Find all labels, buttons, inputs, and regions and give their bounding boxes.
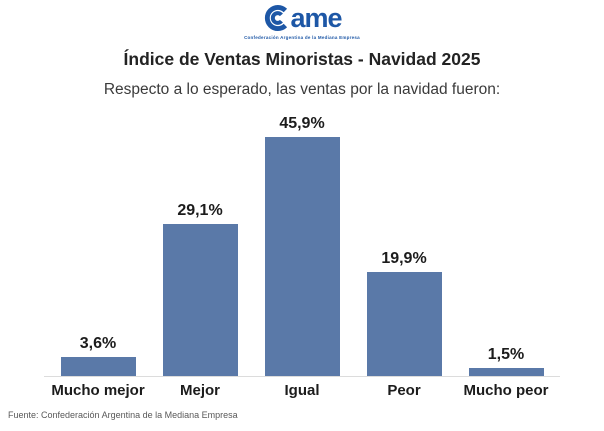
came-logo-tagline: Confederación Argentina de la Mediana Em… <box>244 35 360 40</box>
bar <box>264 137 340 376</box>
category-label: Mucho peor <box>463 382 549 399</box>
bar-value-label: 3,6% <box>79 335 117 352</box>
bar-column-2: 45,9% <box>251 114 353 376</box>
bar-column-4: 1,5% <box>455 114 557 376</box>
bar-value-label: 29,1% <box>177 202 223 219</box>
category-label: Igual <box>284 382 320 399</box>
bar-value-label: 45,9% <box>279 115 325 132</box>
bar-column-3: 19,9% <box>353 114 455 376</box>
category-label: Mejor <box>179 382 220 399</box>
bar <box>162 224 238 376</box>
came-logo-c-icon <box>265 5 288 31</box>
bar-value-label: 19,9% <box>381 250 427 267</box>
chart-baseline <box>44 376 560 377</box>
came-logo-row: ame <box>262 3 343 33</box>
bar-column-1: 29,1% <box>149 114 251 376</box>
bar-column-0: 3,6% <box>47 114 149 376</box>
bar <box>60 357 136 376</box>
page-subtitle: Respecto a lo esperado, las ventas por l… <box>103 81 501 98</box>
came-logo-text: ame <box>290 3 342 33</box>
source-note: Fuente: Confederación Argentina de la Me… <box>8 410 238 420</box>
bar-chart: 3,6% 29,1% 45,9% 19,9% 1,5% <box>47 114 557 376</box>
bar <box>468 368 544 376</box>
bar <box>366 272 442 376</box>
category-label: Peor <box>387 382 421 399</box>
category-label: Mucho mejor <box>51 382 145 399</box>
page-title: Índice de Ventas Minoristas - Navidad 20… <box>123 49 481 69</box>
category-axis: Mucho mejor Mejor Igual Peor Mucho peor <box>47 382 557 399</box>
bar-value-label: 1,5% <box>487 346 525 363</box>
came-logo: ame Confederación Argentina de la Median… <box>0 3 604 40</box>
